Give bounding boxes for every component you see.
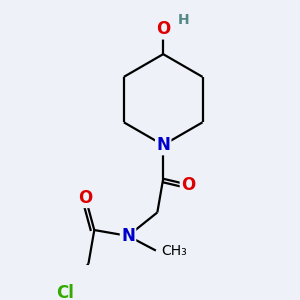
Text: O: O [181,176,195,194]
Text: N: N [121,227,135,245]
Text: CH₃: CH₃ [161,244,187,258]
Text: N: N [156,136,170,154]
Text: O: O [78,189,93,207]
Text: H: H [178,14,190,27]
Text: Cl: Cl [56,284,74,300]
Text: O: O [156,20,170,38]
